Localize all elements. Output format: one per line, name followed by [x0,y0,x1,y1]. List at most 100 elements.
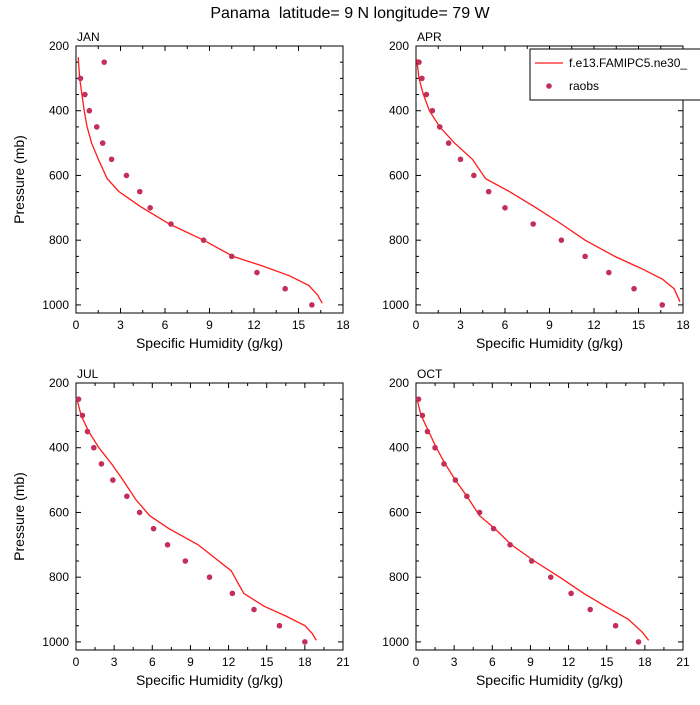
y-tick-label: 600 [49,168,69,182]
raobs-point [659,302,666,308]
x-tick-label: 15 [600,655,614,669]
y-tick-label: 1000 [382,298,409,312]
raobs-point [530,221,536,227]
raobs-point [606,269,612,276]
x-tick-label: 0 [73,318,80,332]
x-tick-label: 0 [413,318,420,332]
raobs-point [77,75,84,82]
raobs-point [75,396,82,402]
raobs-point [99,140,106,146]
x-tick-label: 18 [638,655,652,669]
raobs-point [123,172,130,179]
raobs-point [631,285,637,292]
x-tick-label: 15 [292,318,306,332]
raobs-point [251,606,257,613]
raobs-point [98,461,105,467]
y-tick-label: 400 [49,104,69,118]
raobs-point [436,124,443,130]
y-tick-label: 200 [49,376,69,390]
x-tick-label: 6 [162,318,169,332]
x-tick-label: 6 [489,655,496,669]
y-tick-label: 600 [389,505,409,519]
raobs-point [91,444,97,451]
model-series-line [77,57,323,304]
panel-oct: 0 3 6 9 12 15 18 21 200 400 600 800 1000 OCT Specific … [382,367,690,688]
legend-model-label: f.e13.FAMIPC5.ne30_ [569,56,687,70]
raobs-point [547,574,554,580]
raobs-point [476,509,483,516]
raobs-point [502,205,508,211]
x-tick-label: 18 [676,318,690,332]
x-tick-label: 3 [117,318,124,332]
y-tick-label: 600 [389,168,409,182]
raobs-point [110,477,116,483]
model-series-line [415,397,650,641]
raobs-point [124,493,130,500]
y-axis-title: Pressure (mb) [11,472,27,561]
raobs-point [276,622,283,629]
y-tick-label: 200 [389,376,409,390]
raobs-point [93,124,100,130]
x-tick-label: 0 [73,655,80,669]
raobs-point [635,639,642,645]
raobs-point [582,253,588,260]
raobs-point [429,107,436,114]
figure-title: Panama latitude= 9 N longitude= 79 W [210,5,490,22]
x-tick-label: 6 [502,318,509,332]
raobs-point [612,622,619,629]
x-axis-title: Specific Humidity (g/kg) [136,335,283,351]
panel-label: JAN [77,30,100,44]
raobs-point [136,188,143,195]
raobs-point [164,542,171,548]
y-tick-label: 1000 [42,298,69,312]
y-tick-label: 400 [49,441,69,455]
x-axis-title: Specific Humidity (g/kg) [476,672,623,688]
x-tick-label: 3 [451,655,458,669]
raobs-point [86,107,93,114]
raobs-point [528,558,535,564]
raobs-point [200,237,207,243]
raobs-point [457,156,464,163]
legend-raobs-swatch [546,83,552,89]
raobs-point [445,140,452,146]
x-tick-label: 9 [546,318,553,332]
x-tick-label: 9 [527,655,534,669]
x-tick-label: 12 [247,318,261,332]
x-tick-label: 9 [206,318,213,332]
y-tick-label: 400 [389,441,409,455]
x-tick-label: 12 [587,318,601,332]
plot-frame [75,45,344,314]
raobs-point [282,285,288,292]
raobs-point [419,412,426,419]
raobs-point [432,444,438,451]
raobs-point [136,509,143,516]
raobs-point [206,574,213,580]
panel-apr: 0 3 6 9 12 15 18 200 400 600 800 1000 APR Specific Hu… [382,30,690,351]
raobs-point [471,172,477,179]
raobs-point [558,237,565,243]
legend-raobs-label: raobs [569,79,599,93]
raobs-point [309,302,315,308]
raobs-point [415,396,422,402]
model-series-line [416,58,681,302]
raobs-point [416,59,422,65]
x-axis-title: Specific Humidity (g/kg) [476,335,623,351]
legend-box [529,48,700,101]
raobs-point [254,269,260,276]
panel-jul: 0 3 6 9 12 15 18 21 200 400 600 800 1000 JUL Specific … [11,367,350,688]
x-tick-label: 21 [676,655,690,669]
x-tick-label: 12 [562,655,576,669]
y-axis-title: Pressure (mb) [11,135,27,224]
y-tick-label: 800 [49,233,69,247]
x-tick-label: 0 [413,655,420,669]
plot-frame [415,382,684,651]
raobs-point [424,428,431,435]
y-tick-label: 800 [389,570,409,584]
raobs-point [108,156,115,163]
x-tick-label: 18 [336,318,350,332]
raobs-point [302,639,308,645]
x-axis-title: Specific Humidity (g/kg) [136,672,283,688]
raobs-point [101,59,107,65]
panel-label: OCT [417,367,443,381]
